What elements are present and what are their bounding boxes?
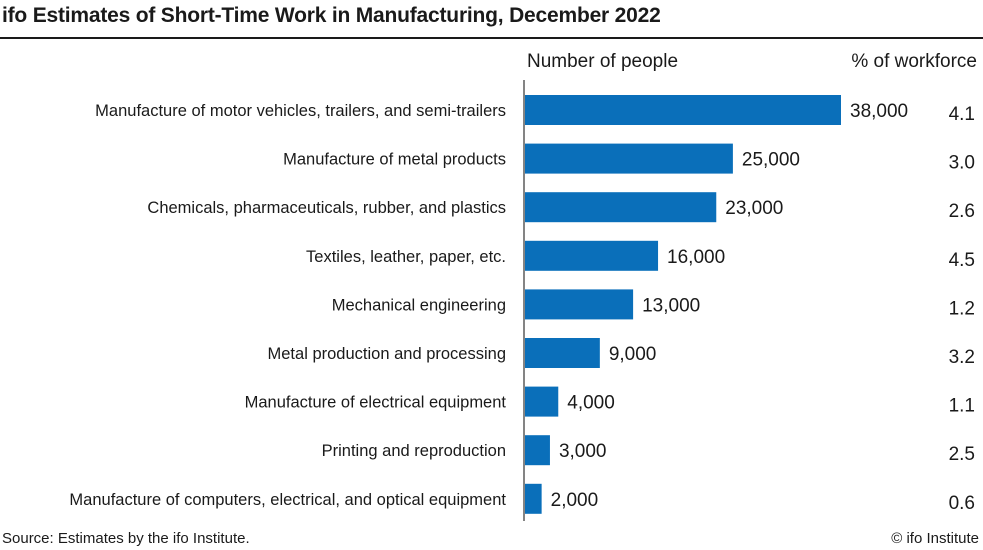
percent-of-workforce-value: 3.2	[949, 347, 975, 368]
bar	[525, 289, 634, 320]
percent-of-workforce-value: 1.2	[949, 298, 975, 319]
bar-value-label: 38,000	[850, 101, 908, 122]
category-label: Manufacture of electrical equipment	[245, 394, 507, 412]
bar-value-label: 3,000	[559, 441, 607, 462]
bar	[525, 240, 659, 271]
category-label: Metal production and processing	[268, 345, 506, 363]
bar	[525, 338, 600, 368]
percent-of-workforce-value: 4.5	[949, 250, 975, 271]
copyright-credit: © ifo Institute	[891, 530, 979, 547]
percent-of-workforce-value: 0.6	[949, 493, 975, 514]
percent-of-workforce-value: 2.6	[949, 201, 975, 222]
source-note: Source: Estimates by the ifo Institute.	[2, 530, 250, 547]
category-label: Manufacture of computers, electrical, an…	[69, 491, 506, 509]
title-divider	[0, 37, 983, 39]
bar-chart: Manufacture of motor vehicles, trailers,…	[69, 80, 975, 521]
category-label: Manufacture of motor vehicles, trailers,…	[95, 102, 506, 120]
category-label: Mechanical engineering	[332, 296, 506, 314]
bar-value-label: 4,000	[567, 393, 615, 414]
bar-value-label: 13,000	[642, 295, 700, 316]
bar-value-label: 16,000	[667, 247, 725, 268]
percent-of-workforce-value: 4.1	[949, 104, 975, 125]
bar	[525, 386, 559, 417]
percent-of-workforce-value: 2.5	[949, 444, 975, 465]
bar	[525, 192, 717, 223]
category-label: Textiles, leather, paper, etc.	[306, 248, 506, 266]
percent-of-workforce-value: 1.1	[949, 396, 975, 417]
bar	[525, 95, 841, 125]
bar	[525, 435, 550, 466]
category-label: Printing and reproduction	[322, 442, 506, 460]
category-label: Manufacture of metal products	[283, 151, 506, 169]
bar	[525, 143, 733, 174]
percent-of-workforce-header: % of workforce	[851, 51, 977, 72]
bar-value-label: 25,000	[742, 150, 800, 171]
bar	[525, 483, 542, 514]
percent-of-workforce-value: 3.0	[949, 153, 975, 174]
bar-value-label: 23,000	[725, 198, 783, 219]
bar-value-label: 9,000	[609, 344, 657, 365]
chart-title: ifo Estimates of Short-Time Work in Manu…	[2, 4, 661, 27]
number-of-people-header: Number of people	[527, 51, 679, 72]
bar-value-label: 2,000	[551, 490, 599, 511]
category-label: Chemicals, pharmaceuticals, rubber, and …	[147, 199, 506, 217]
